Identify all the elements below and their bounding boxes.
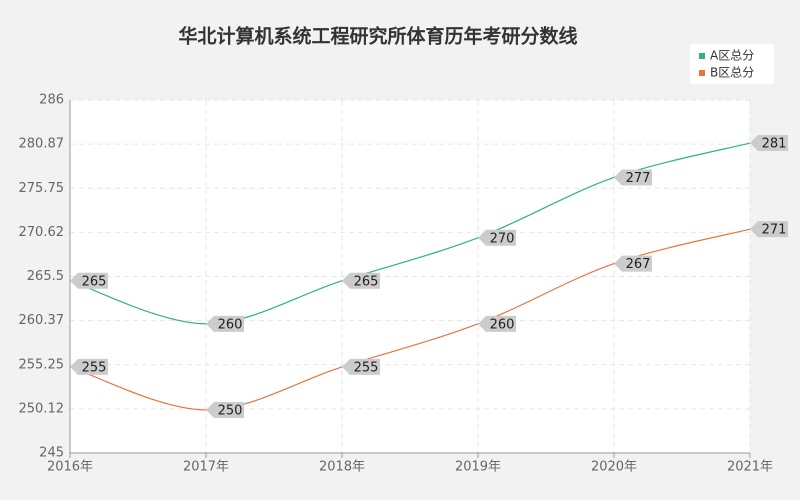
y-tick-label: 270.62 [19,225,65,240]
y-tick-label: 286 [39,93,64,108]
data-label: 271 [762,223,787,238]
y-tick-label: 275.75 [19,181,65,196]
data-label: 255 [354,360,379,375]
label-box [750,221,788,238]
x-tick-label: 2016年 [47,460,93,475]
y-tick-label: 265.5 [27,269,64,284]
y-tick-label: 260.37 [19,313,65,328]
data-label: 265 [82,274,107,289]
data-label: 255 [82,360,107,375]
data-label: 260 [218,317,243,332]
label-box [614,255,652,272]
label-box [70,358,108,375]
label-box [206,401,244,418]
x-tick-label: 2020年 [591,460,637,475]
label-box [342,272,380,289]
label-box [614,169,652,186]
legend-swatch [699,70,705,76]
y-tick-label: 245 [39,446,64,461]
data-label: 267 [626,257,651,272]
x-tick-label: 2018年 [319,460,365,475]
label-box [750,135,788,152]
label-box [342,358,380,375]
label-box [206,315,244,332]
data-label: 250 [218,403,243,418]
y-tick-label: 280.87 [19,137,65,152]
legend-label: A区总分 [710,49,754,63]
x-tick-label: 2019年 [455,460,501,475]
data-label: 260 [490,317,515,332]
y-tick-label: 255.25 [19,357,65,372]
plot-area [70,100,750,453]
label-box [478,315,516,332]
data-label: 265 [354,274,379,289]
data-label: 270 [490,231,515,246]
label-box [70,272,108,289]
legend-swatch [699,53,705,59]
y-tick-label: 250.12 [19,401,65,416]
chart-title: 华北计算机系统工程研究所体育历年考研分数线 [178,25,577,48]
data-label: 281 [762,137,787,152]
x-tick-label: 2021年 [727,460,773,475]
x-tick-label: 2017年 [183,460,229,475]
data-label: 277 [626,171,651,186]
legend-box [690,44,774,84]
legend-label: B区总分 [710,66,754,80]
label-box [478,229,516,246]
